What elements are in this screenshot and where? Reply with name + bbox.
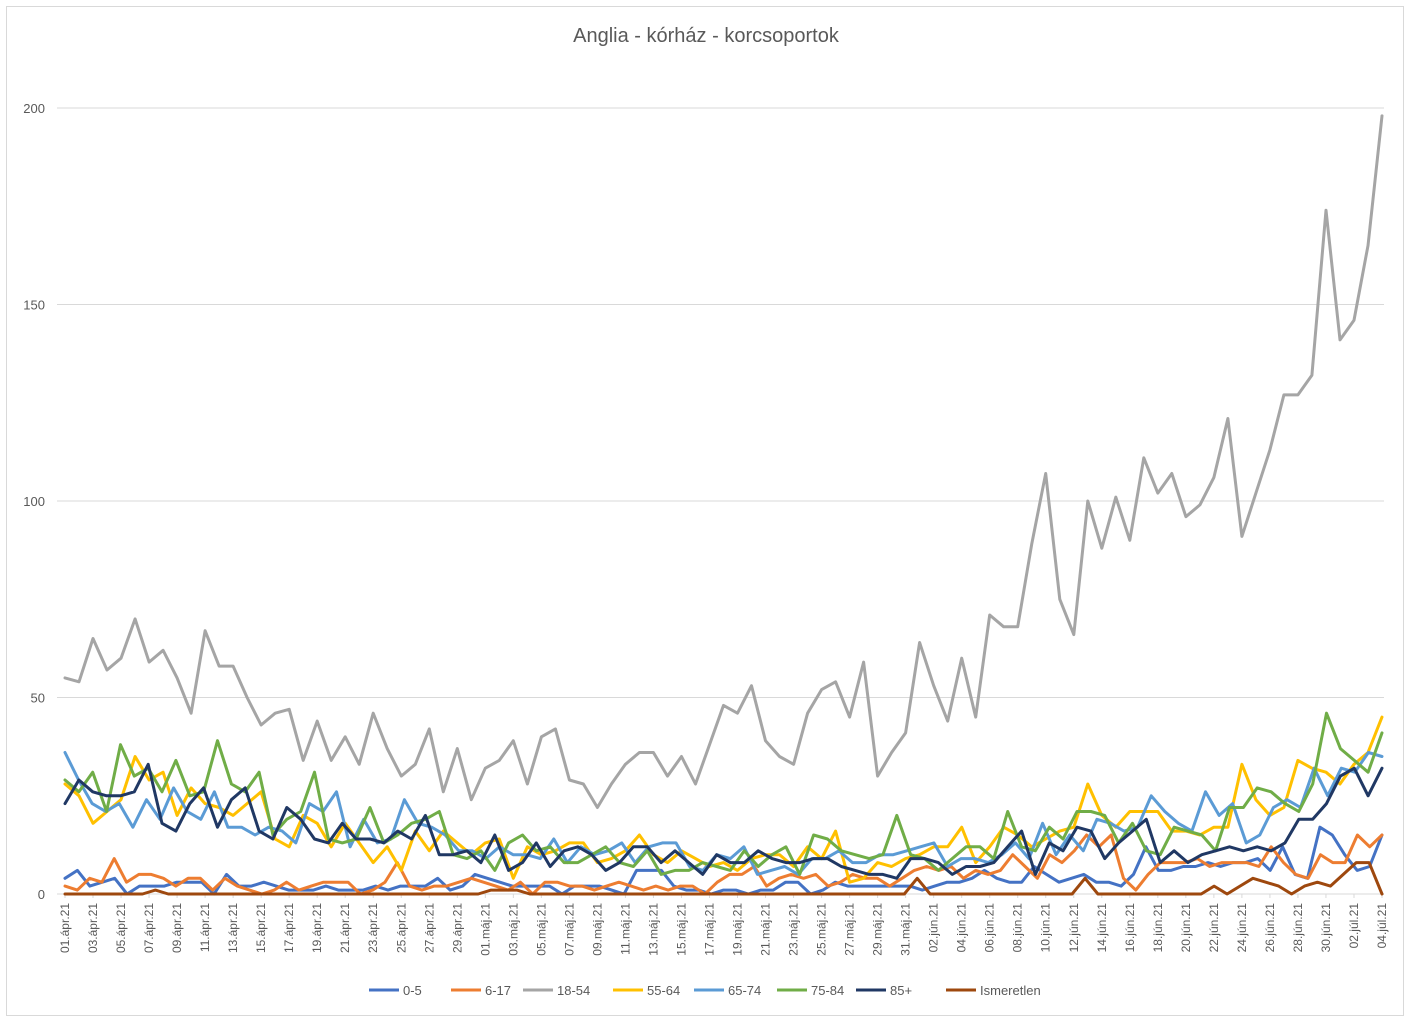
x-tick-label: 02.jún.21 — [927, 903, 941, 953]
legend-label-65-74: 65-74 — [728, 983, 761, 998]
x-tick-label: 18.jún.21 — [1151, 903, 1165, 953]
x-tick-label: 13.ápr.21 — [226, 903, 240, 953]
x-tick-label: 04.jún.21 — [955, 903, 969, 953]
x-tick-label: 11.ápr.21 — [198, 903, 212, 952]
x-tick-label: 05.máj.21 — [534, 903, 548, 956]
x-tick-label: 17.ápr.21 — [282, 903, 296, 953]
x-tick-label: 20.jún.21 — [1179, 903, 1193, 953]
legend-label-Ismeretlen: Ismeretlen — [980, 983, 1041, 998]
x-tick-label: 05.ápr.21 — [114, 903, 128, 953]
x-tick-label: 09.ápr.21 — [170, 903, 184, 953]
x-tick-label: 02.júl.21 — [1347, 903, 1361, 949]
x-tick-label: 08.jún.21 — [1011, 903, 1025, 953]
x-tick-label: 21.máj.21 — [759, 903, 773, 956]
x-tick-label: 13.máj.21 — [646, 903, 660, 956]
x-tick-label: 19.ápr.21 — [310, 903, 324, 953]
chart-title: Anglia - kórház - korcsoportok — [573, 25, 840, 47]
x-tick-label: 23.ápr.21 — [366, 903, 380, 953]
x-tick-label: 27.ápr.21 — [422, 903, 436, 953]
x-tick-label: 29.máj.21 — [871, 903, 885, 956]
x-tick-label: 17.máj.21 — [702, 903, 716, 956]
x-tick-label: 27.máj.21 — [843, 903, 857, 956]
x-tick-label: 01.ápr.21 — [58, 903, 72, 953]
y-tick-label: 150 — [23, 298, 45, 313]
x-tick-label: 25.ápr.21 — [394, 903, 408, 953]
x-tick-label: 09.máj.21 — [590, 903, 604, 956]
series-line-6-17 — [63, 833, 1384, 896]
series-line-65-74 — [63, 751, 1384, 876]
y-tick-label: 50 — [31, 691, 45, 706]
series-line-18-54 — [63, 114, 1384, 809]
x-tick-label: 03.ápr.21 — [86, 903, 100, 953]
legend-label-85+: 85+ — [890, 983, 912, 998]
x-tick-label: 11.máj.21 — [618, 903, 632, 955]
legend-label-0-5: 0-5 — [403, 983, 422, 998]
chart-frame — [6, 6, 1404, 1016]
series-line-55-64 — [63, 715, 1384, 884]
x-tick-label: 25.máj.21 — [815, 903, 829, 956]
legend-label-6-17: 6-17 — [485, 983, 511, 998]
series-line-85+ — [63, 762, 1384, 880]
x-tick-label: 06.jún.21 — [983, 903, 997, 953]
x-tick-label: 07.máj.21 — [562, 903, 576, 956]
x-tick-label: 26.jún.21 — [1263, 903, 1277, 953]
x-tick-label: 10.jún.21 — [1039, 903, 1053, 953]
x-tick-label: 22.jún.21 — [1207, 903, 1221, 953]
x-tick-label: 15.máj.21 — [674, 903, 688, 956]
series-line-0-5 — [63, 825, 1384, 896]
x-axis: 01.ápr.21 03.ápr.21 05.ápr.21 07.ápr.21 09.á… — [58, 894, 1389, 956]
x-tick-label: 07.ápr.21 — [142, 903, 156, 953]
x-tick-label: 04.júl.21 — [1375, 903, 1389, 949]
y-tick-label: 200 — [23, 101, 45, 116]
legend: 0-5 6-17 18-54 55-64 65-74 75-84 85+ Ismeretlen — [369, 983, 1041, 998]
y-tick-label: 100 — [23, 494, 45, 509]
x-tick-label: 03.máj.21 — [506, 903, 520, 956]
x-tick-label: 12.jún.21 — [1067, 903, 1081, 953]
x-tick-label: 15.ápr.21 — [254, 903, 268, 953]
x-tick-label: 21.ápr.21 — [338, 903, 352, 953]
x-tick-label: 31.máj.21 — [899, 903, 913, 956]
x-tick-label: 29.ápr.21 — [450, 903, 464, 953]
y-tick-label: 0 — [38, 887, 45, 902]
series-lines — [63, 114, 1384, 896]
x-tick-label: 24.jún.21 — [1235, 903, 1249, 953]
x-tick-label: 23.máj.21 — [787, 903, 801, 956]
x-tick-label: 14.jún.21 — [1095, 903, 1109, 953]
legend-label-55-64: 55-64 — [647, 983, 680, 998]
x-tick-label: 28.jún.21 — [1291, 903, 1305, 953]
series-line-Ismeretlen — [63, 861, 1384, 896]
legend-label-75-84: 75-84 — [811, 983, 844, 998]
y-axis: 0 50 100 150 200 — [23, 101, 45, 902]
x-tick-label: 01.máj.21 — [478, 903, 492, 956]
x-tick-label: 16.jún.21 — [1123, 903, 1137, 953]
x-tick-label: 30.jún.21 — [1319, 903, 1333, 953]
x-tick-label: 19.máj.21 — [731, 903, 745, 956]
series-line-75-84 — [63, 711, 1384, 876]
legend-label-18-54: 18-54 — [557, 983, 590, 998]
